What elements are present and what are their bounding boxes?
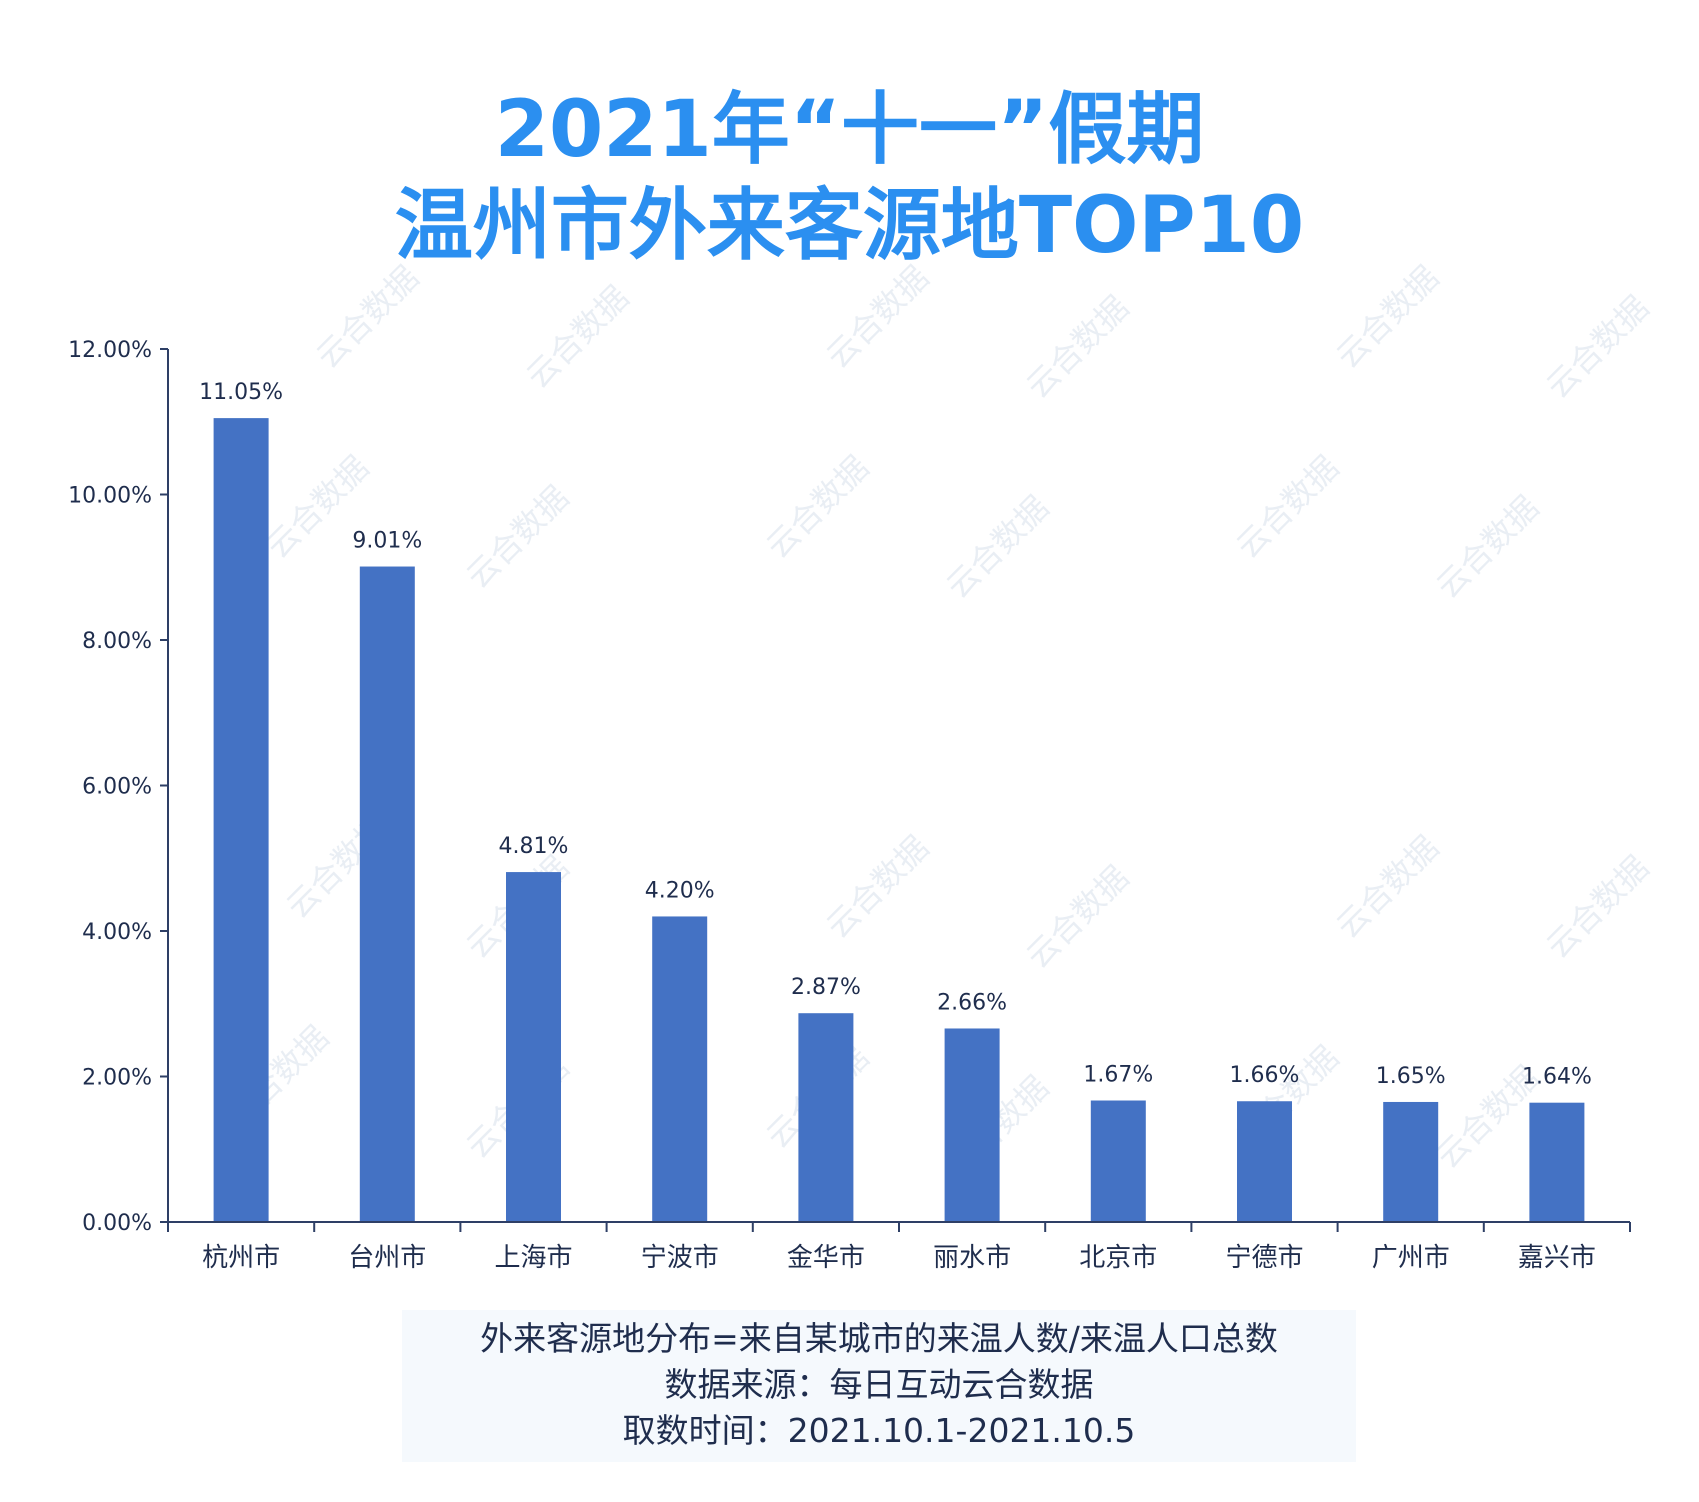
x-tick-label: 广州市 [1372, 1243, 1450, 1273]
watermark-text: 云合数据 [819, 258, 936, 375]
bar [652, 916, 708, 1222]
x-tick-label: 嘉兴市 [1518, 1243, 1596, 1273]
watermark-text: 云合数据 [1019, 858, 1136, 975]
watermark-text: 云合数据 [1019, 288, 1136, 405]
bar-value-label: 2.66% [937, 990, 1007, 1015]
bar-value-label: 2.87% [791, 975, 861, 1000]
watermark-text: 云合数据 [1539, 288, 1656, 405]
formula-note: 外来客源地分布=来自某城市的来温人数/来温人口总数 [480, 1319, 1278, 1358]
watermark-text: 云合数据 [519, 278, 636, 395]
y-tick-label: 2.00% [82, 1066, 152, 1091]
bar-value-label: 4.20% [645, 878, 715, 903]
watermark-text: 云合数据 [1329, 828, 1446, 945]
y-tick-label: 4.00% [82, 920, 152, 945]
x-tick-label: 宁波市 [641, 1243, 719, 1273]
x-tick-label: 金华市 [787, 1243, 865, 1273]
notes-box: 外来客源地分布=来自某城市的来温人数/来温人口总数 数据来源：每日互动云合数据 … [402, 1310, 1356, 1462]
chart-title-line2: 温州市外来客源地TOP10 [394, 181, 1305, 271]
x-tick-label: 杭州市 [202, 1243, 280, 1273]
bar [1529, 1102, 1585, 1222]
bar-value-label: 1.64% [1522, 1065, 1592, 1090]
x-tick-label: 台州市 [348, 1243, 426, 1273]
axes-group: 0.00% 2.00% 4.00% 6.00% 8.00% 10.00% 12.00% [68, 338, 1631, 1236]
period-note: 取数时间：2021.10.1-2021.10.5 [622, 1411, 1136, 1450]
y-tick-label: 8.00% [82, 629, 152, 654]
watermark-text: 云合数据 [1229, 448, 1346, 565]
bars-group: 11.05% 杭州市 9.01% 台州市 4.81% 上海市 4.20% 宁波市 2.87% 金华… [199, 380, 1596, 1273]
bar [359, 566, 415, 1222]
y-tick-label: 10.00% [68, 484, 152, 509]
bar-value-label: 11.05% [199, 380, 283, 405]
source-note: 数据来源：每日互动云合数据 [664, 1365, 1094, 1404]
bar [798, 1013, 854, 1222]
bar-value-label: 1.66% [1230, 1063, 1300, 1088]
bar-value-label: 1.67% [1083, 1063, 1153, 1088]
chart-title: 2021年“十一”假期 温州市外来客源地TOP10 [0, 82, 1699, 274]
bar-value-label: 4.81% [499, 834, 569, 859]
y-tick-label: 0.00% [82, 1211, 152, 1236]
x-tick-label: 上海市 [494, 1243, 572, 1273]
watermark-text: 云合数据 [459, 478, 576, 595]
watermark-text: 云合数据 [1539, 848, 1656, 965]
y-tick-label: 6.00% [82, 775, 152, 800]
x-tick-label: 北京市 [1079, 1243, 1157, 1273]
bar [1237, 1101, 1292, 1222]
watermark-text: 云合数据 [1329, 258, 1446, 375]
x-tick-label: 宁德市 [1225, 1243, 1303, 1273]
bar [1383, 1101, 1439, 1222]
watermark-text: 云合数据 [1429, 488, 1546, 605]
watermark-text: 云合数据 [759, 448, 876, 565]
bar-value-label: 1.65% [1376, 1064, 1446, 1089]
bar [506, 872, 561, 1222]
bar [944, 1028, 1000, 1222]
chart-title-line1: 2021年“十一”假期 [494, 85, 1205, 175]
y-tick-label: 12.00% [68, 338, 152, 363]
x-tick-label: 丽水市 [933, 1243, 1011, 1273]
watermark-text: 云合数据 [939, 488, 1056, 605]
watermark-text: 云合数据 [819, 828, 936, 945]
bar [1090, 1100, 1146, 1222]
bar-value-label: 9.01% [352, 529, 422, 554]
watermark-text: 云合数据 [309, 258, 426, 375]
bar [213, 418, 269, 1222]
